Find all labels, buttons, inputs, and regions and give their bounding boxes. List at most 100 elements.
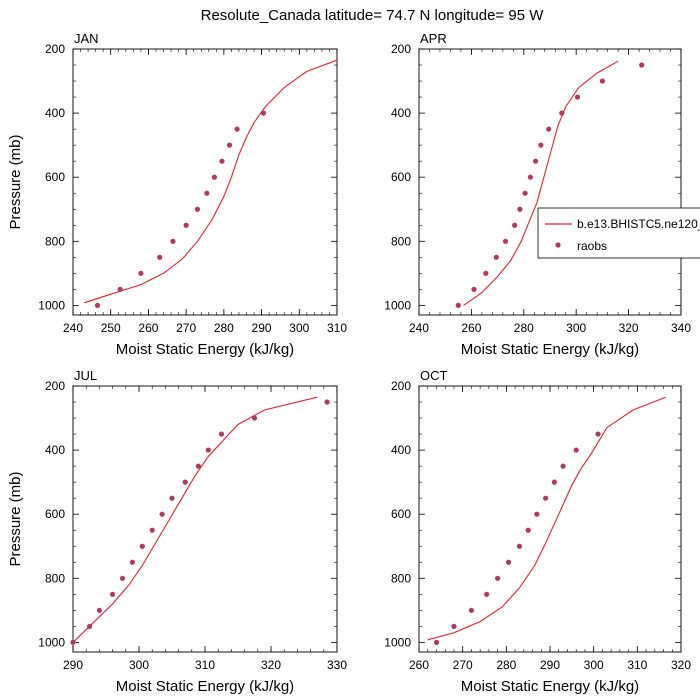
raobs-point (525, 527, 531, 533)
raobs-point (534, 511, 540, 517)
raobs-point (234, 126, 240, 132)
raobs-point (505, 559, 512, 565)
x-tick-label: 340 (671, 321, 691, 335)
legend-box (537, 207, 700, 259)
y-tick-label: 1000 (384, 298, 411, 312)
y-axis-label: Pressure (mb) (7, 471, 24, 566)
x-tick-label: 240 (409, 321, 429, 335)
raobs-point (149, 527, 155, 533)
x-axis-label: Moist Static Energy (kJ/kg) (116, 341, 294, 358)
y-tick-label: 600 (391, 507, 411, 521)
x-tick-label: 310 (327, 321, 347, 335)
raobs-point (522, 190, 528, 196)
legend-obs-swatch (555, 242, 561, 248)
x-tick-label: 280 (214, 321, 234, 335)
x-tick-label: 260 (461, 321, 481, 335)
x-tick-label: 310 (627, 658, 647, 672)
legend-obs-label: raobs (577, 239, 607, 253)
raobs-point (205, 447, 211, 453)
raobs-point (119, 575, 126, 581)
raobs-point (512, 222, 518, 228)
raobs-point (117, 286, 123, 292)
raobs-point (226, 142, 233, 148)
legend-model-label: b.e13.BHISTC5.ne120_t12.cesm-ihesp-hires… (577, 217, 700, 231)
y-tick-label: 800 (391, 571, 411, 585)
x-tick-label: 300 (289, 321, 309, 335)
raobs-point (70, 639, 76, 645)
raobs-point (182, 479, 188, 485)
x-tick-label: 300 (566, 321, 586, 335)
raobs-point (139, 543, 145, 549)
raobs-point (94, 302, 101, 308)
y-tick-label: 400 (391, 443, 411, 457)
model-line (463, 60, 619, 306)
raobs-point (502, 238, 509, 244)
raobs-point (532, 158, 539, 164)
panel-label: JUL (74, 368, 97, 383)
y-tick-label: 800 (391, 234, 411, 248)
raobs-point (157, 254, 163, 260)
raobs-point (468, 607, 474, 613)
raobs-point (538, 142, 544, 148)
raobs-point (138, 270, 144, 276)
raobs-point (471, 286, 477, 292)
raobs-point (260, 110, 267, 116)
raobs-point (595, 431, 601, 437)
raobs-point (129, 559, 135, 565)
raobs-point (516, 543, 523, 549)
raobs-point (219, 158, 225, 164)
raobs-point (183, 222, 189, 228)
raobs-point (484, 591, 490, 597)
x-tick-label: 270 (453, 658, 473, 672)
x-tick-label: 290 (540, 658, 560, 672)
panel-label: APR (420, 31, 447, 46)
x-tick-label: 310 (195, 658, 215, 672)
raobs-point (170, 238, 176, 244)
y-tick-label: 400 (391, 106, 411, 120)
x-tick-label: 280 (514, 321, 534, 335)
raobs-point (218, 431, 225, 437)
y-tick-label: 200 (391, 379, 411, 393)
x-axis-label: Moist Static Energy (kJ/kg) (461, 341, 639, 358)
panel-oct: 260 270 280 290 300 310 320 200 400 600 800 1000 OCT… (384, 368, 691, 695)
raobs-point (211, 174, 218, 180)
y-tick-label: 600 (45, 507, 65, 521)
x-tick-label: 280 (496, 658, 516, 672)
panel-jan: 240 250 260 270 280 290 300 310 200 400 600 800 1000… (7, 31, 347, 358)
raobs-point (599, 78, 606, 84)
y-tick-label: 1000 (38, 635, 65, 649)
legend: b.e13.BHISTC5.ne120_t12.cesm-ihesp-hires… (537, 207, 700, 259)
plot-frame (72, 385, 338, 653)
raobs-point (517, 206, 523, 212)
raobs-point (251, 415, 258, 421)
raobs-point (546, 126, 552, 132)
x-tick-label: 260 (138, 321, 158, 335)
y-tick-label: 200 (45, 42, 65, 56)
raobs-point (573, 447, 579, 453)
y-tick-label: 200 (391, 42, 411, 56)
panels: 240 250 260 270 280 290 300 310 200 400 600 800 1000… (7, 31, 691, 695)
raobs-point (493, 254, 499, 260)
y-tick-label: 600 (45, 170, 65, 184)
x-tick-label: 250 (101, 321, 121, 335)
raobs-point (324, 399, 330, 405)
y-tick-label: 800 (45, 234, 65, 248)
x-tick-label: 300 (584, 658, 604, 672)
raobs-point (543, 495, 549, 501)
x-tick-label: 290 (63, 658, 83, 672)
panel-label: OCT (420, 368, 448, 383)
raobs-point (483, 270, 489, 276)
x-tick-label: 260 (409, 658, 429, 672)
figure-title: Resolute_Canada latitude= 74.7 N longitu… (201, 7, 545, 24)
y-tick-label: 400 (45, 106, 65, 120)
x-tick-label: 270 (176, 321, 196, 335)
raobs-point (527, 174, 533, 180)
raobs-point (451, 623, 457, 629)
raobs-point (455, 302, 461, 308)
y-tick-label: 400 (45, 443, 65, 457)
raobs-point (433, 639, 440, 645)
raobs-point (574, 94, 581, 100)
raobs-point (195, 463, 201, 469)
panel-label: JAN (74, 31, 99, 46)
